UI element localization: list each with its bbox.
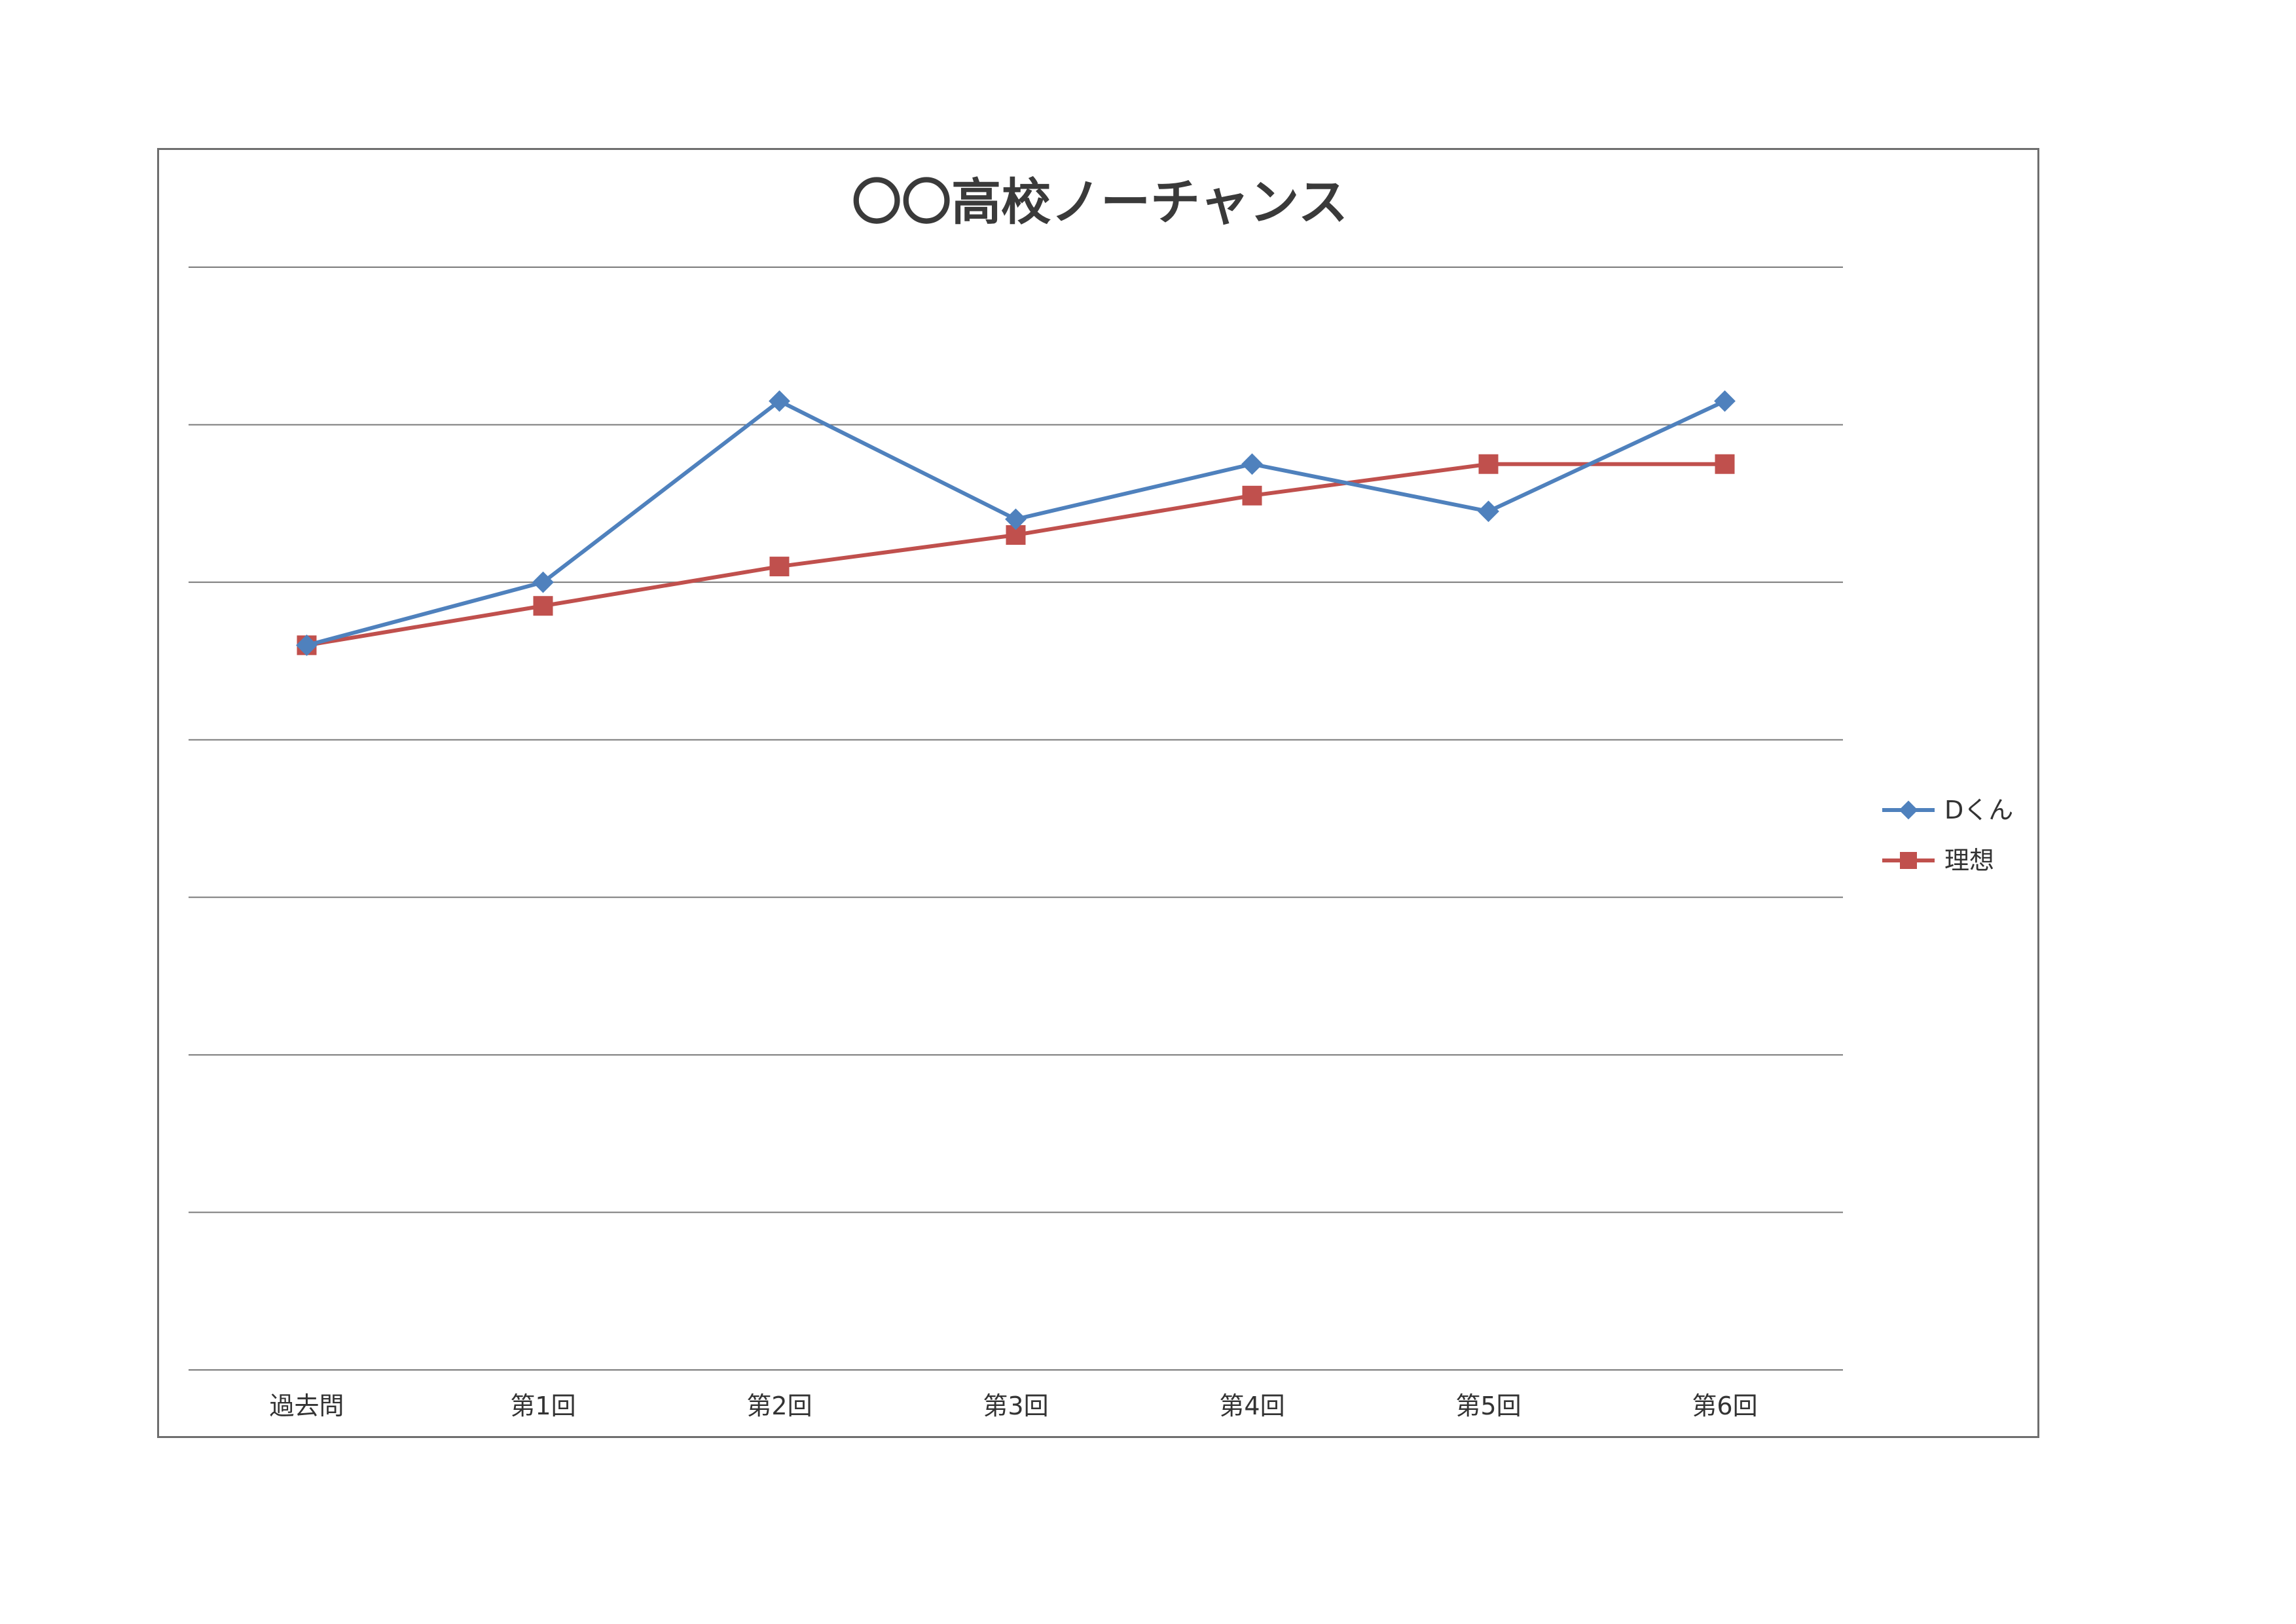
series-layer [296,390,1736,656]
x-tick-label: 第6回 [1692,1392,1757,1420]
legend-item: 理想 [1882,846,1994,875]
legend-label: Dくん [1944,796,2013,824]
x-tick-label: 第4回 [1219,1392,1285,1420]
x-tick-label: 第5回 [1455,1392,1521,1420]
data-point-marker [532,571,554,593]
data-point-marker [1714,390,1736,412]
data-point-marker [1715,454,1735,474]
data-point-marker [1005,508,1027,530]
data-point-marker [1241,453,1263,475]
data-point-marker [769,390,790,412]
series-d-kun [296,390,1736,656]
data-point-marker [1478,454,1499,474]
series-ideal [297,454,1735,655]
x-tick-label: 過去問 [269,1392,344,1420]
legend-label: 理想 [1944,846,1994,875]
data-point-marker [1478,500,1499,523]
data-point-marker [1900,852,1917,869]
series-line [306,462,1725,648]
legend-item: Dくん [1882,796,2013,824]
x-tick-label: 第2回 [746,1392,812,1420]
chart-frame [157,148,2039,1438]
data-point-marker [1242,485,1262,506]
data-point-marker [533,596,553,616]
x-axis-ticks: 過去問 第1回 第2回 第3回 第4回 第5回 第6回 [269,1392,1757,1420]
gridlines [189,267,1843,1371]
x-tick-label: 第1回 [510,1392,575,1420]
chart-title: 〇〇高校ノーチャンス [852,173,1348,231]
x-tick-label: 第3回 [983,1392,1048,1420]
data-point-marker [296,634,318,656]
data-point-marker [1899,800,1918,820]
data-point-marker [769,557,790,577]
